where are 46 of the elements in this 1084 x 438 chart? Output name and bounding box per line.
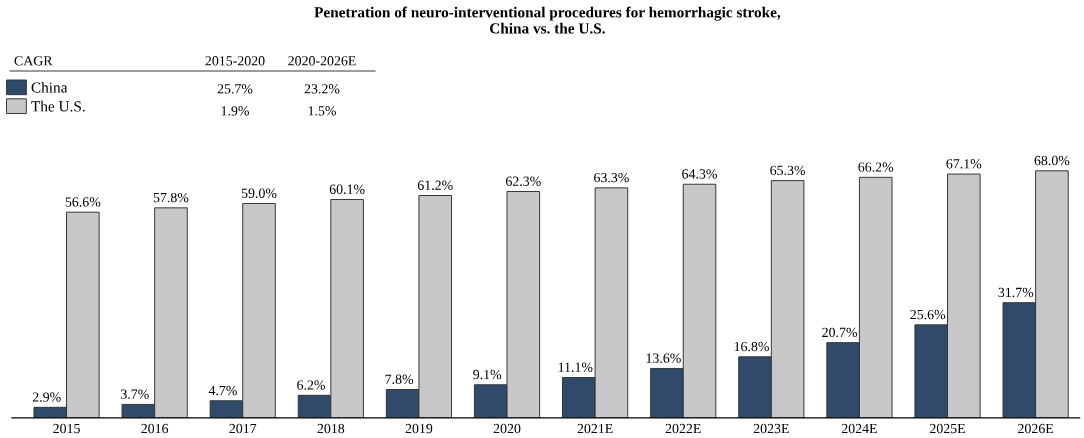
data-label: 68.0% bbox=[1034, 155, 1070, 166]
data-label: 16.8% bbox=[734, 341, 769, 352]
x-tick-label: 2022E bbox=[665, 423, 701, 434]
data-label: 9.1% bbox=[473, 369, 502, 380]
x-tick-label: 2021E bbox=[577, 423, 613, 434]
data-label: 4.7% bbox=[208, 385, 237, 396]
data-label: 67.1% bbox=[946, 159, 982, 169]
text: 23.2% bbox=[304, 84, 340, 94]
text: CAGR bbox=[14, 56, 53, 66]
data-label: 31.7% bbox=[998, 287, 1034, 298]
data-label: 20.7% bbox=[822, 327, 858, 338]
data-label: 60.1% bbox=[329, 184, 365, 194]
data-label: 66.2% bbox=[858, 162, 894, 172]
data-label: 61.2% bbox=[417, 180, 453, 190]
x-tick-label: 2023E bbox=[753, 423, 789, 434]
data-label: 7.8% bbox=[385, 374, 414, 384]
data-label: 62.3% bbox=[505, 176, 541, 186]
data-label: 11.1% bbox=[558, 362, 593, 372]
x-tick-label: 2025E bbox=[930, 423, 965, 434]
data-label: 3.7% bbox=[121, 389, 149, 399]
x-tick-label: 2015 bbox=[53, 423, 80, 434]
text: 1.5% bbox=[308, 106, 336, 116]
x-tick-label: 2018 bbox=[317, 423, 345, 434]
data-label: 25.6% bbox=[910, 309, 946, 320]
data-label: 2.9% bbox=[32, 392, 61, 402]
data-label: 63.3% bbox=[594, 172, 629, 183]
data-label: 13.6% bbox=[646, 353, 681, 363]
text: 2015-2020 bbox=[205, 56, 265, 66]
legend-label: The U.S. bbox=[31, 100, 85, 112]
x-tick-label: 2026E bbox=[1018, 423, 1054, 434]
text: 1.9% bbox=[221, 106, 249, 116]
data-label: 59.0% bbox=[241, 188, 277, 198]
x-tick-label: 2016 bbox=[141, 423, 169, 434]
text: 25.7% bbox=[217, 84, 253, 94]
x-tick-label: 2024E bbox=[841, 423, 877, 434]
data-label: 65.3% bbox=[770, 165, 806, 176]
data-label: 64.3% bbox=[682, 169, 717, 179]
chart-title: Penetration of neuro-interventional procedures for hemorrhagic stroke, China vs. the U.S. bbox=[314, 6, 781, 34]
data-label: 57.8% bbox=[153, 192, 189, 203]
legend-label: China bbox=[31, 81, 68, 93]
text: 2020-2026E bbox=[288, 56, 356, 66]
data-label: 56.6% bbox=[65, 197, 101, 207]
x-tick-label: 2020 bbox=[493, 423, 521, 434]
x-tick-label: 2019 bbox=[405, 423, 433, 434]
data-label: 6.2% bbox=[297, 380, 326, 390]
x-tick-label: 2017 bbox=[229, 423, 257, 434]
